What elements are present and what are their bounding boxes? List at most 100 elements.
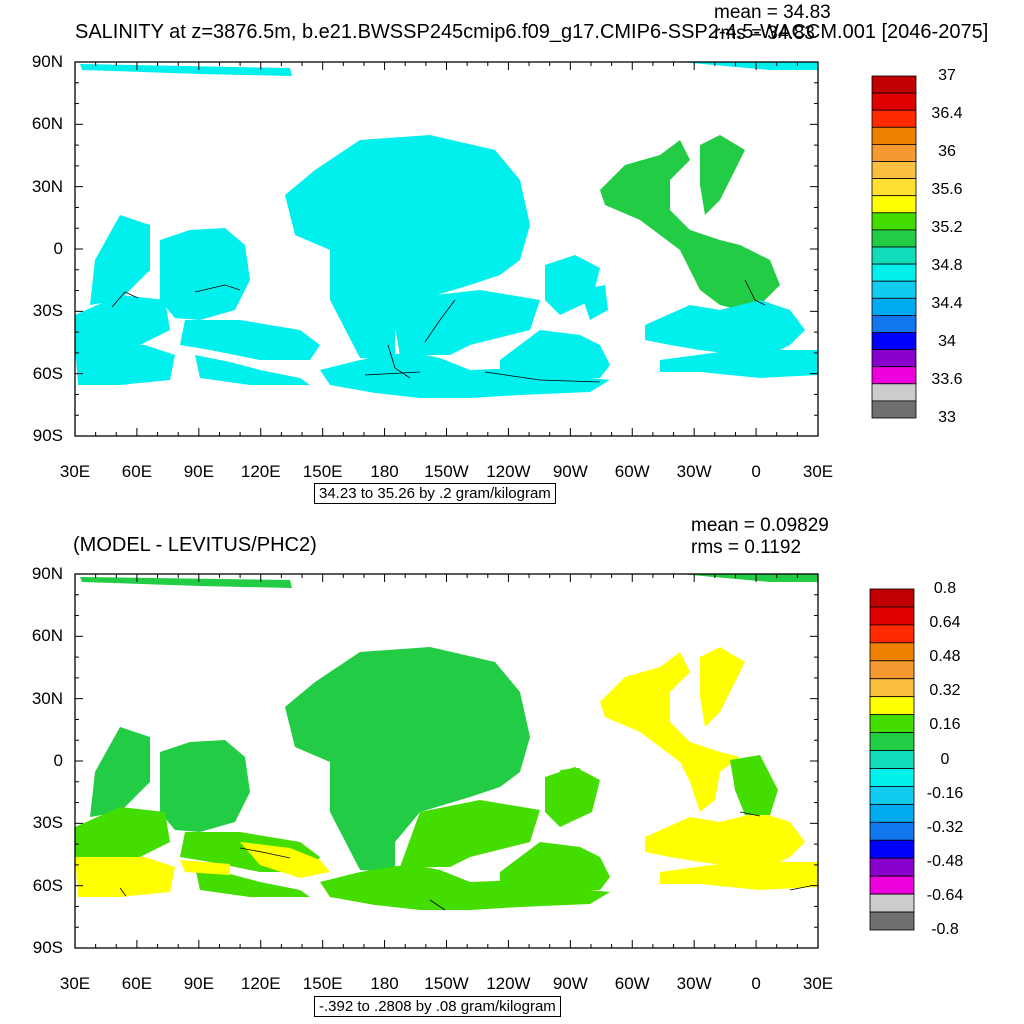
top-colorbar-box xyxy=(871,349,917,368)
top-colorbar-box xyxy=(871,383,917,402)
bottom-lon-label: 60W xyxy=(614,974,650,993)
bottom-colorbar-box xyxy=(869,750,915,769)
bottom-lon-label: 180 xyxy=(370,974,399,993)
top-lon-label: 90E xyxy=(183,462,214,481)
top-mean-value: mean = 34.83 xyxy=(714,2,831,23)
top-colorbar-box xyxy=(871,229,917,248)
top-lon-label: 60W xyxy=(614,462,650,481)
top-colorbar-box xyxy=(871,195,917,214)
top-lon-label: 90W xyxy=(552,462,588,481)
bottom-colorbar-box xyxy=(869,875,915,895)
top-lon-label: 60E xyxy=(121,462,153,481)
top-colorbar-box xyxy=(871,92,917,111)
top-colorbar-box xyxy=(871,109,917,128)
contour-line xyxy=(387,344,411,379)
contour-line xyxy=(119,887,127,897)
bottom-colorbar-box xyxy=(869,803,915,823)
bottom-colorbar-box xyxy=(869,696,915,716)
top-lat-label: 60N xyxy=(31,114,63,134)
contour-line xyxy=(194,284,241,293)
top-colorbar-box xyxy=(871,75,917,94)
top-colorbar-box xyxy=(871,366,917,385)
top-lon-label: 120W xyxy=(486,462,531,481)
bottom-colorbar-label: -0.32 xyxy=(926,818,964,836)
top-colorbar-label: 34 xyxy=(938,333,956,350)
top-colorbar-label: 36.4 xyxy=(931,105,963,122)
bottom-lon-label: 120W xyxy=(486,974,531,993)
bottom-colorbar-label: 0.16 xyxy=(929,716,961,734)
contour-line xyxy=(364,371,421,376)
top-lat-label: 30N xyxy=(31,176,63,196)
top-lat-label: 90N xyxy=(31,52,63,71)
bottom-colorbar-box xyxy=(869,678,915,698)
top-colorbar-box xyxy=(871,143,917,162)
bottom-lat-label: 90N xyxy=(31,564,63,583)
bottom-lat-label: 60S xyxy=(32,875,63,895)
bottom-colorbar-label: 0 xyxy=(940,750,950,768)
contour-line xyxy=(111,291,139,308)
bottom-lat-label: 0 xyxy=(53,751,63,770)
top-colorbar-box xyxy=(871,263,917,282)
top-colorbar-box xyxy=(871,297,917,316)
bottom-colorbar-label: -0.16 xyxy=(926,784,964,802)
top-colorbar-label: 33 xyxy=(938,409,956,426)
top-lon-label: 0 xyxy=(751,462,761,481)
contour-line xyxy=(429,899,446,911)
bottom-lat-label: 60N xyxy=(31,626,63,646)
top-colorbar-box xyxy=(871,161,917,180)
contour-line xyxy=(424,299,456,343)
bottom-lon-label: 30W xyxy=(676,974,712,993)
top-colorbar-box xyxy=(871,280,917,299)
bottom-lon-label: 150W xyxy=(424,974,469,993)
bottom-mean-value: mean = 0.09829 xyxy=(691,515,829,536)
top-lon-label: 30W xyxy=(676,462,712,481)
bottom-colorbar-box xyxy=(869,857,915,877)
top-lon-label: 150E xyxy=(302,462,343,481)
bottom-lon-label: 60E xyxy=(121,974,153,993)
top-salinity-field xyxy=(75,62,818,398)
top-colorbar-box xyxy=(871,178,917,197)
top-lon-label: 180 xyxy=(370,462,399,481)
top-colorbar-label: 34.4 xyxy=(931,295,963,312)
bottom-lon-label: 30E xyxy=(59,974,91,993)
top-lat-label: 60S xyxy=(32,363,63,383)
top-lat-label: 0 xyxy=(53,239,63,258)
bottom-colorbar-box xyxy=(869,786,915,805)
top-colorbar-box xyxy=(871,126,917,145)
bottom-lat-label: 30S xyxy=(32,813,63,833)
bottom-colorbar-label: 0.64 xyxy=(929,614,961,632)
contour-line xyxy=(239,847,291,859)
bottom-lon-label: 30E xyxy=(802,974,834,993)
bottom-colorbar-box xyxy=(869,821,915,841)
top-colorbar-box xyxy=(871,246,917,265)
top-lon-label: 30E xyxy=(59,462,91,481)
top-colorbar-label: 37 xyxy=(938,67,956,84)
bottom-colorbar-box xyxy=(869,642,915,662)
bottom-lat-label: 30N xyxy=(31,688,63,708)
top-colorbar-label: 35.2 xyxy=(931,219,963,236)
bottom-colorbar-label: 0.32 xyxy=(929,682,961,700)
bottom-colorbar-label: -0.64 xyxy=(926,886,964,904)
bottom-lon-label: 150E xyxy=(302,974,343,993)
top-lon-label: 30E xyxy=(802,462,834,481)
contour-line xyxy=(484,371,601,383)
bottom-colorbar-label: -0.8 xyxy=(931,921,959,938)
top-colorbar-box xyxy=(871,314,917,333)
bottom-colorbar-box xyxy=(869,624,915,644)
top-colorbar-label: 34.8 xyxy=(931,257,963,274)
bottom-rms-value: rms = 0.1192 xyxy=(691,537,802,558)
bottom-lon-label: 90W xyxy=(552,974,588,993)
bottom-colorbar-label: -0.48 xyxy=(926,852,964,870)
bottom-colorbar-box xyxy=(869,768,915,787)
top-colorbar-label: 33.6 xyxy=(931,371,963,388)
bottom-contour-range-label: -.392 to .2808 by .08 gram/kilogram xyxy=(314,996,561,1017)
contour-line xyxy=(789,885,811,891)
bottom-colorbar-label: 0.8 xyxy=(933,580,957,597)
top-rms-value: rms = 34.83 xyxy=(714,23,815,44)
top-lon-label: 150W xyxy=(424,462,469,481)
bottom-colorbar-box xyxy=(869,660,915,680)
top-panel-title: SALINITY at z=3876.5m, b.e21.BWSSP245cmi… xyxy=(75,21,989,43)
bottom-colorbar-label: 0.48 xyxy=(929,648,961,666)
bottom-colorbar-box xyxy=(869,588,915,608)
